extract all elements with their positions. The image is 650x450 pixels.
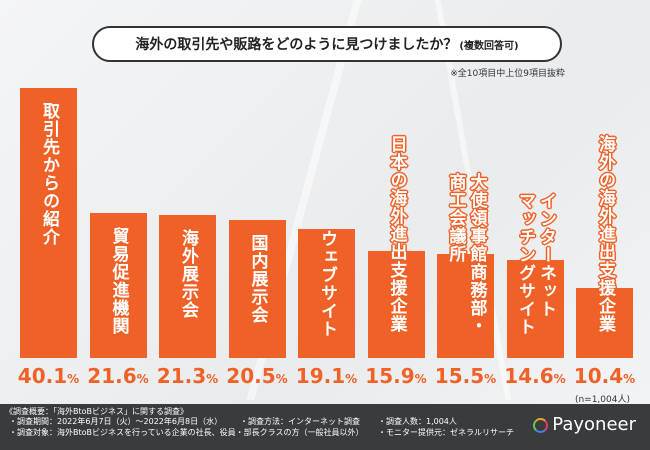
- bar-chart: 取引先からの紹介 40.1% 貿易促進機関 21.6% 海外展示会 21.3% 国内展示会 2…: [14, 88, 640, 388]
- bar-label: 海外の海外進出支援企業: [595, 135, 615, 333]
- value-number: 15.5: [434, 364, 485, 388]
- bar-label: ウェブサイト: [317, 230, 337, 338]
- value-number: 20.5: [226, 364, 276, 388]
- bar-label: 国内展示会: [247, 233, 268, 324]
- footnote: ※全10項目中上位9項目抜粋: [450, 69, 565, 79]
- value-label: 21.3%: [153, 364, 223, 388]
- value-number: 15.9: [365, 364, 415, 388]
- bar-label: 大使領事館商務部・ 商工会議所: [445, 173, 487, 335]
- bar: [367, 250, 425, 358]
- survey-provider: ・モニター提供元：ゼネラルリサーチ: [378, 428, 514, 437]
- bar: [437, 253, 494, 358]
- value-label: 15.9%: [361, 364, 431, 388]
- bar-label: 貿易促進機関: [108, 226, 129, 335]
- bar: [159, 214, 216, 358]
- survey-target: ・調査対象：海外BtoBビジネスを行っている企業の社長、役員・部長クラスの方（一…: [9, 428, 364, 437]
- chart-title: 海外の取引先や販路をどのように見つけましたか？ (複数回答可): [92, 26, 562, 62]
- value-number: 40.1: [17, 364, 68, 388]
- value-unit: %: [206, 372, 219, 386]
- value-label: 15.5%: [431, 364, 501, 388]
- bar: [506, 259, 564, 358]
- value-unit: %: [67, 372, 80, 386]
- bar-label: インターネット マッチングサイト: [515, 192, 556, 336]
- value-unit: %: [275, 372, 288, 386]
- value-label: 14.6%: [500, 364, 570, 388]
- value-label: 19.1%: [292, 364, 362, 388]
- value-unit: %: [484, 372, 497, 386]
- survey-count: ・調査人数：1,004人: [378, 417, 457, 426]
- bar: [576, 287, 633, 358]
- value-unit: %: [136, 372, 149, 386]
- title-text: 海外の取引先や販路をどのように見つけましたか？: [135, 37, 458, 53]
- bar-label: 日本の海外進出支援企業: [386, 135, 407, 333]
- logo-ring-icon: [533, 418, 549, 433]
- value-unit: %: [553, 372, 566, 386]
- bar: [89, 212, 147, 358]
- title-subtext: (複数回答可): [459, 40, 519, 52]
- brand-name: Payoneer: [552, 414, 636, 436]
- bar: [20, 88, 77, 358]
- bar-label: 海外展示会: [178, 228, 198, 319]
- value-number: 19.1: [295, 364, 346, 388]
- bar-label: 取引先からの紹介: [39, 102, 59, 246]
- survey-method: ・調査方法：インターネット調査: [240, 417, 360, 426]
- bar: [228, 219, 286, 358]
- payoneer-logo: Payoneer: [533, 414, 636, 436]
- sample-size: (n=1,004人): [574, 395, 630, 405]
- value-unit: %: [414, 372, 427, 386]
- survey-period: ・調査期間：2022年6月7日（火）～2022年6月8日（水）: [9, 417, 223, 426]
- value-number: 10.4: [573, 364, 624, 388]
- value-number: 21.6: [87, 364, 137, 388]
- value-unit: %: [623, 372, 636, 386]
- bar: [298, 229, 355, 358]
- value-label: 40.1%: [14, 364, 84, 388]
- value-number: 14.6: [504, 364, 554, 388]
- survey-footer: 《調査概要：「海外BtoBビジネス」に関する調査》 ・調査期間：2022年6月7…: [0, 404, 650, 450]
- value-label: 20.5%: [222, 364, 292, 388]
- value-number: 21.3: [156, 364, 207, 388]
- value-unit: %: [345, 372, 358, 386]
- value-label: 21.6%: [83, 364, 153, 388]
- value-label: 10.4%: [570, 364, 640, 388]
- survey-heading: 《調査概要：「海外BtoBビジネス」に関する調査》: [5, 407, 189, 416]
